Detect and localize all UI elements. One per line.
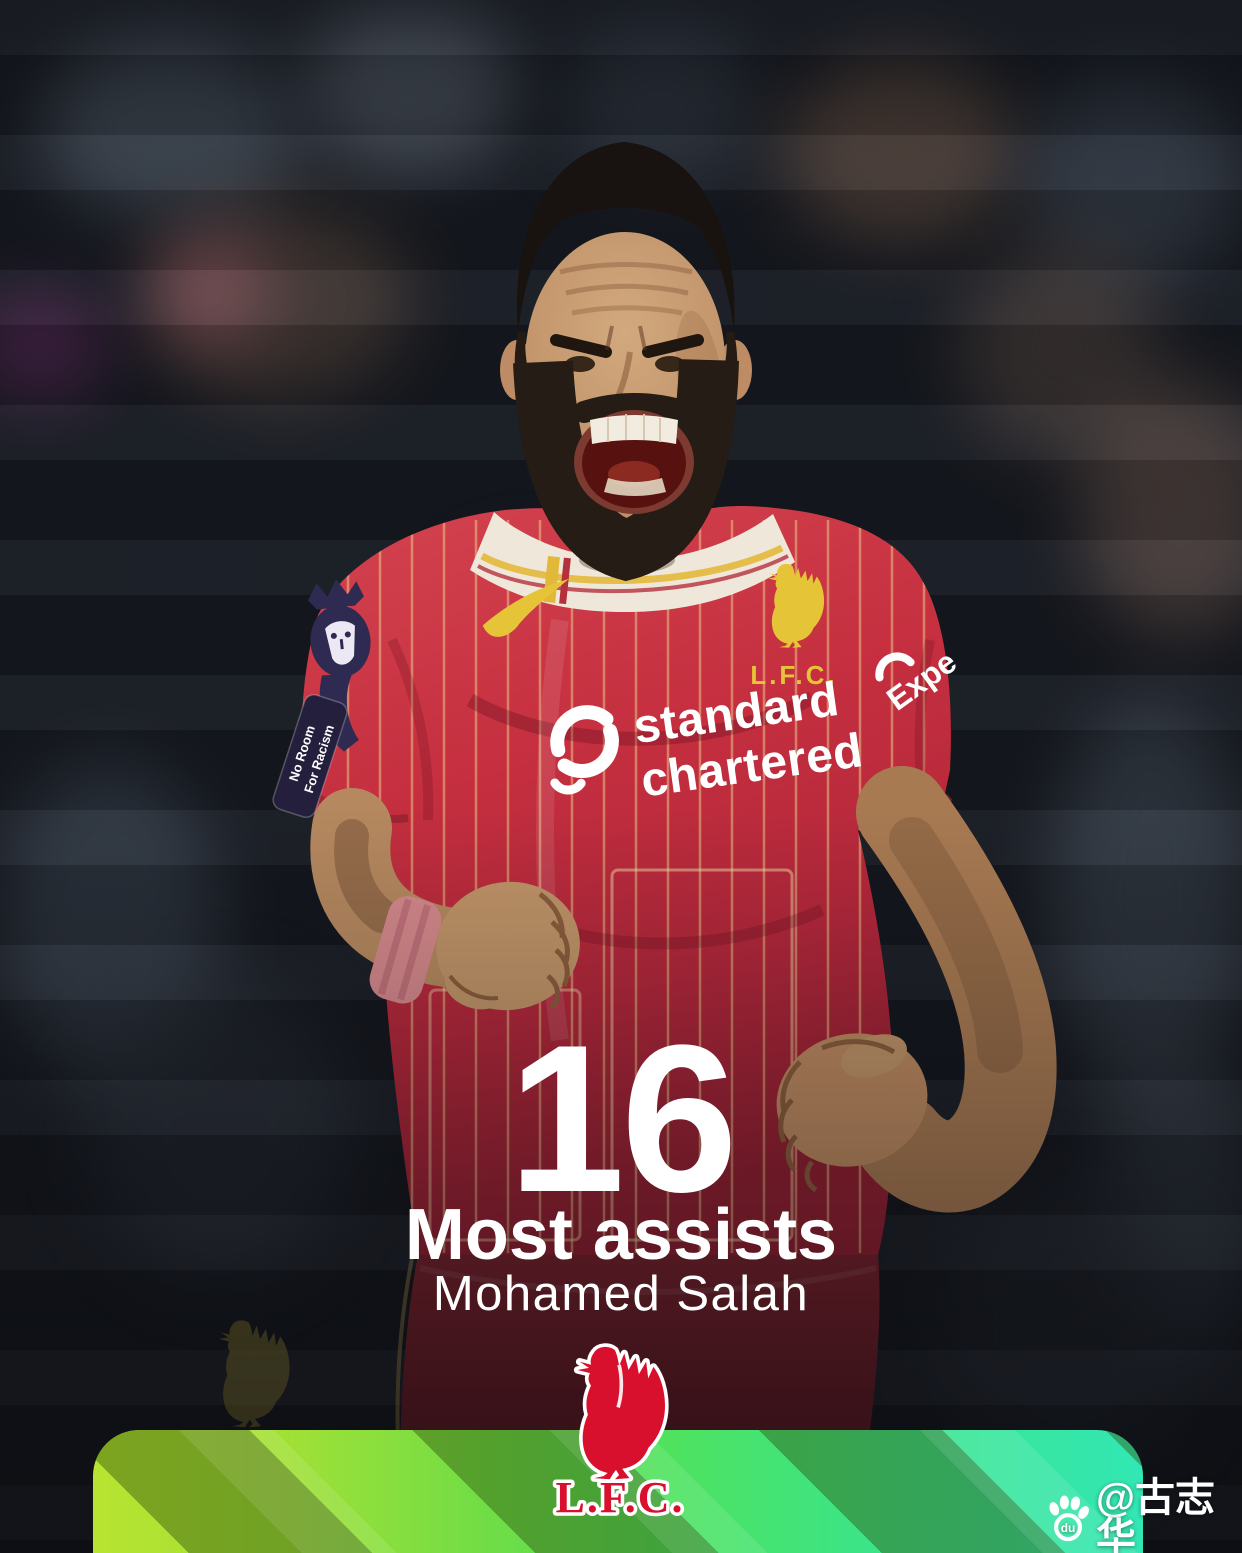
baidu-paw-icon: du (1049, 1495, 1089, 1542)
watermark-handle: @古志华 (1096, 1476, 1216, 1553)
stat-label: Most assists (404, 1195, 838, 1275)
shorts-liver-bird-icon (218, 1320, 290, 1428)
baidu-paw-text: du (1061, 1521, 1076, 1535)
club-badge-label: L.F.C. (556, 1473, 685, 1522)
open-mouth (574, 410, 694, 514)
liverpool-club-badge: L.F.C. (552, 1336, 686, 1526)
watermark: du @古志华 (1046, 1478, 1242, 1553)
player-name: Mohamed Salah (432, 1267, 810, 1321)
stat-number: 16 (508, 1001, 738, 1236)
